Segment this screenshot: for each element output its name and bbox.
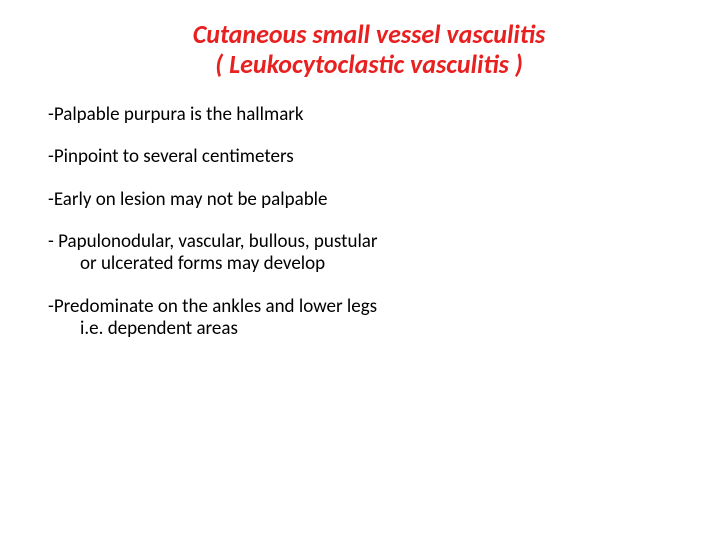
list-item-text: -Predominate on the ankles and lower leg… (48, 296, 378, 341)
title-line-2: ( Leukocytoclastic vasculitis ) (88, 50, 650, 80)
list-item-text: -Palpable purpura is the hallmark (48, 104, 378, 126)
list-item-text: - Papulonodular, vascular, bullous, pust… (48, 231, 378, 276)
slide-container: Cutaneous small vessel vasculitis ( Leuk… (0, 0, 720, 540)
title-line-1: Cutaneous small vessel vasculitis (88, 20, 650, 50)
list-item: -Early on lesion may not be palpable (48, 189, 378, 211)
list-item: -Predominate on the ankles and lower leg… (48, 296, 378, 341)
slide-title: Cutaneous small vessel vasculitis ( Leuk… (88, 20, 650, 80)
list-item: -Pinpoint to several centimeters (48, 146, 378, 168)
list-item-text: -Early on lesion may not be palpable (48, 189, 378, 211)
list-item: - Papulonodular, vascular, bullous, pust… (48, 231, 378, 276)
list-item-text: -Pinpoint to several centimeters (48, 146, 378, 168)
list-item: -Palpable purpura is the hallmark (48, 104, 378, 126)
bullet-list: -Palpable purpura is the hallmark -Pinpo… (48, 104, 378, 341)
